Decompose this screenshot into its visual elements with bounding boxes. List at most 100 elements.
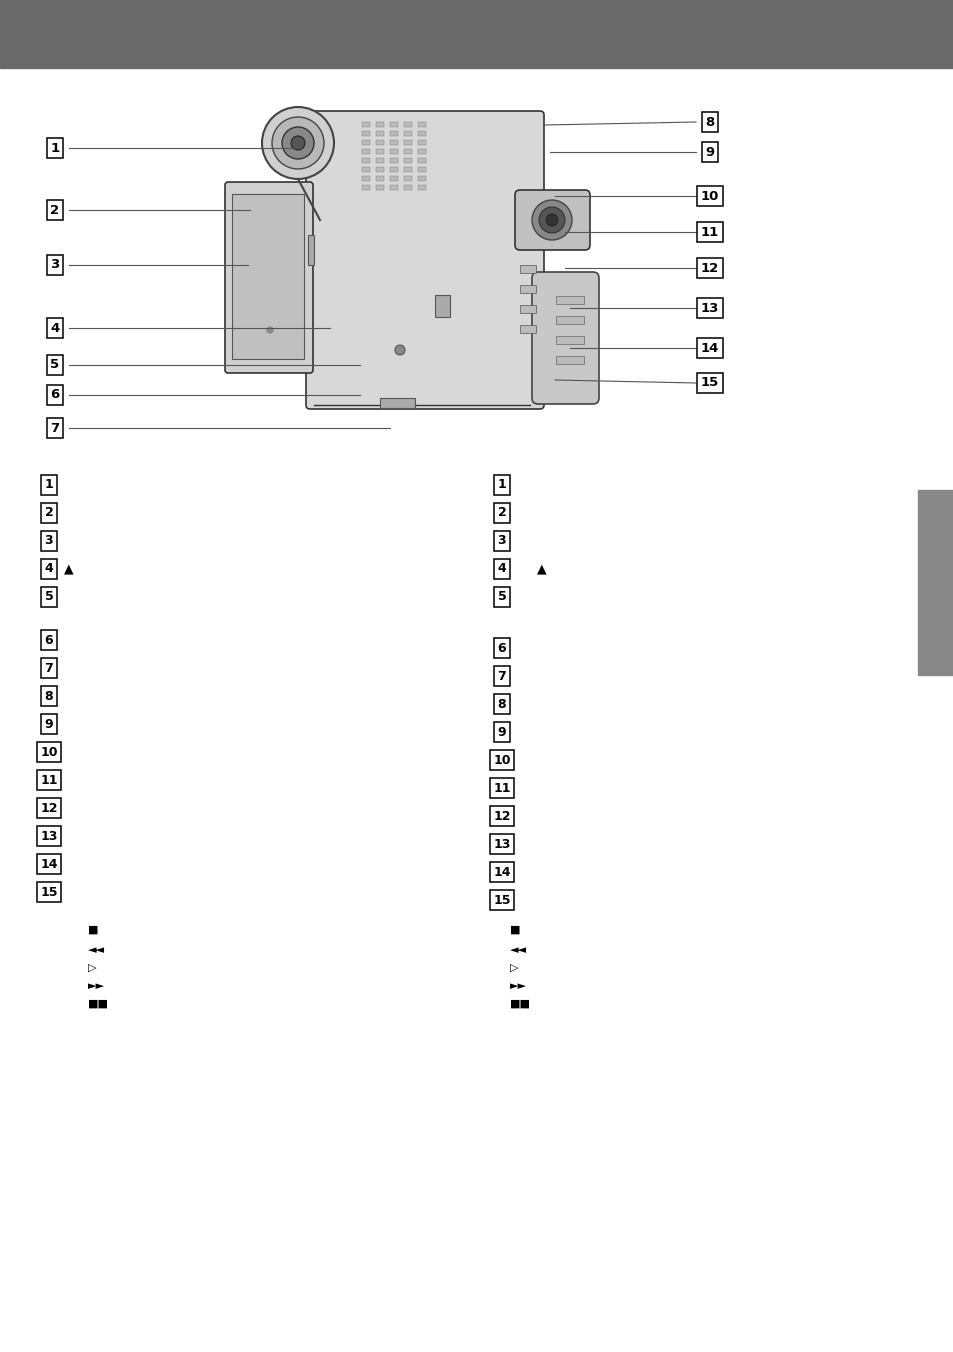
Text: 1: 1 xyxy=(497,479,506,492)
Circle shape xyxy=(262,107,334,178)
Bar xyxy=(403,168,412,172)
Text: 11: 11 xyxy=(700,226,719,238)
Text: 4: 4 xyxy=(45,562,53,576)
Text: 7: 7 xyxy=(497,669,506,683)
Text: ◄◄: ◄◄ xyxy=(88,945,105,955)
Text: 12: 12 xyxy=(40,802,58,814)
Bar xyxy=(390,122,397,127)
Bar xyxy=(403,176,412,181)
Text: ▷: ▷ xyxy=(510,963,518,973)
Bar xyxy=(403,122,412,127)
Bar xyxy=(556,296,583,304)
Bar xyxy=(375,185,384,191)
Text: 5: 5 xyxy=(51,358,59,372)
Bar xyxy=(361,158,370,164)
Text: 5: 5 xyxy=(497,591,506,603)
Bar xyxy=(417,176,426,181)
Circle shape xyxy=(538,207,564,233)
Circle shape xyxy=(282,127,314,160)
Text: 2: 2 xyxy=(497,507,506,519)
Bar xyxy=(390,168,397,172)
Circle shape xyxy=(545,214,558,226)
Bar xyxy=(403,131,412,137)
Text: 15: 15 xyxy=(40,886,58,899)
Text: ►►: ►► xyxy=(88,982,105,991)
Circle shape xyxy=(267,327,273,333)
Bar xyxy=(375,122,384,127)
Bar xyxy=(417,168,426,172)
Text: 2: 2 xyxy=(45,507,53,519)
FancyBboxPatch shape xyxy=(515,191,589,250)
Bar xyxy=(390,158,397,164)
Text: ◄◄: ◄◄ xyxy=(510,945,526,955)
Text: 4: 4 xyxy=(51,322,59,334)
Bar xyxy=(0,0,953,68)
Text: ▲: ▲ xyxy=(64,562,73,576)
Text: 15: 15 xyxy=(493,894,510,906)
Text: 14: 14 xyxy=(700,342,719,354)
Text: 8: 8 xyxy=(704,115,714,128)
Circle shape xyxy=(291,137,305,150)
Text: 9: 9 xyxy=(704,146,714,158)
Text: 12: 12 xyxy=(493,810,510,822)
Bar xyxy=(361,141,370,145)
Bar xyxy=(390,149,397,154)
Bar xyxy=(435,295,450,316)
Text: 2: 2 xyxy=(51,204,59,216)
Bar xyxy=(417,158,426,164)
Circle shape xyxy=(395,345,405,356)
Text: 13: 13 xyxy=(40,830,57,842)
Text: 3: 3 xyxy=(497,534,506,548)
Text: ▲: ▲ xyxy=(537,562,546,576)
Text: ►►: ►► xyxy=(510,982,526,991)
Text: 6: 6 xyxy=(51,388,59,402)
Bar xyxy=(375,158,384,164)
Text: ■■: ■■ xyxy=(510,999,531,1009)
Text: 5: 5 xyxy=(45,591,53,603)
Text: 12: 12 xyxy=(700,261,719,274)
Bar xyxy=(375,176,384,181)
Bar xyxy=(361,176,370,181)
Text: 11: 11 xyxy=(493,781,510,795)
Bar xyxy=(390,141,397,145)
Bar xyxy=(361,185,370,191)
Bar xyxy=(390,131,397,137)
Bar xyxy=(403,158,412,164)
Text: 4: 4 xyxy=(497,562,506,576)
Bar xyxy=(417,131,426,137)
Text: 11: 11 xyxy=(40,773,58,787)
Text: 9: 9 xyxy=(497,726,506,738)
Text: 1: 1 xyxy=(45,479,53,492)
Bar xyxy=(917,489,953,675)
Text: ■: ■ xyxy=(510,925,520,936)
Text: 9: 9 xyxy=(45,718,53,730)
Bar xyxy=(417,185,426,191)
FancyBboxPatch shape xyxy=(532,272,598,404)
Text: 6: 6 xyxy=(45,634,53,646)
Text: ■■: ■■ xyxy=(88,999,109,1009)
FancyBboxPatch shape xyxy=(225,183,313,373)
Bar xyxy=(417,122,426,127)
Bar xyxy=(556,316,583,324)
Bar xyxy=(375,149,384,154)
Bar xyxy=(390,185,397,191)
Circle shape xyxy=(532,200,572,241)
Bar xyxy=(390,176,397,181)
Text: ▷: ▷ xyxy=(88,963,96,973)
Bar xyxy=(417,149,426,154)
Bar xyxy=(519,285,536,293)
Text: 13: 13 xyxy=(700,301,719,315)
Bar xyxy=(375,168,384,172)
Text: 8: 8 xyxy=(45,690,53,703)
Text: 14: 14 xyxy=(40,857,58,871)
Text: 13: 13 xyxy=(493,837,510,850)
Bar xyxy=(556,337,583,343)
Bar xyxy=(403,185,412,191)
Text: 7: 7 xyxy=(45,661,53,675)
Text: 10: 10 xyxy=(493,753,510,767)
Text: 3: 3 xyxy=(51,258,59,272)
Bar xyxy=(556,356,583,364)
Text: 7: 7 xyxy=(51,422,59,434)
Bar xyxy=(375,141,384,145)
Bar xyxy=(375,131,384,137)
